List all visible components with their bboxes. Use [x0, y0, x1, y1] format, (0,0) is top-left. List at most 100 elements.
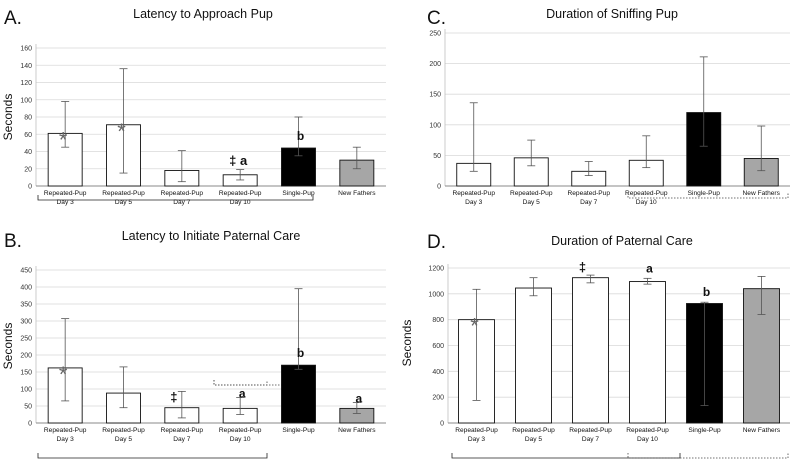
panel-a: A. Latency to Approach Pup 0 20 40 60 80 100 120…	[1, 7, 386, 386]
y-tick-label: 0	[28, 184, 32, 191]
significance-letter: b	[297, 346, 304, 360]
y-tick-label: 200	[429, 61, 441, 68]
y-tick-label: 0	[440, 421, 444, 428]
x-category-label: Day 10	[230, 436, 251, 443]
y-tick-label: 100	[429, 122, 441, 129]
y-tick-label: 250	[429, 31, 441, 38]
x-category-label: Day 7	[173, 436, 191, 443]
significance-dagger: ‡	[170, 390, 177, 405]
panel-title: Latency to Initiate Paternal Care	[122, 229, 301, 243]
y-tick-label: 0	[437, 184, 441, 191]
x-category-label: New Fathers	[338, 427, 376, 434]
group-bracket-solid	[37, 195, 314, 201]
x-category-label: Day 10	[230, 199, 251, 206]
x-category-label: Repeated-Pup	[161, 190, 204, 197]
significance-asterisk: *	[59, 362, 68, 387]
y-axis-label: Seconds	[400, 320, 414, 367]
y-tick-label: 0	[28, 421, 32, 428]
y-tick-label: 150	[429, 92, 441, 99]
x-category-label: Single-Pup	[282, 427, 315, 434]
significance-letter: b	[703, 285, 710, 299]
y-tick-label: 400	[432, 369, 444, 376]
x-category-label: Day 3	[57, 199, 75, 206]
y-tick-label: 400	[20, 285, 32, 292]
y-tick-label: 20	[24, 166, 32, 173]
x-category-label: Day 7	[582, 436, 600, 443]
y-axis-label: Seconds	[1, 323, 15, 370]
y-axis-label: Seconds	[1, 94, 15, 141]
y-tick-label: 1200	[428, 266, 444, 273]
x-category-label: Day 10	[636, 199, 657, 206]
y-tick-label: 250	[20, 336, 32, 343]
group-bracket-solid	[37, 453, 268, 459]
panel-title: Latency to Approach Pup	[133, 7, 273, 21]
x-category-label: Day 7	[580, 199, 598, 206]
group-bracket-dotted	[627, 453, 789, 459]
y-tick-label: 600	[432, 343, 444, 350]
y-tick-label: 450	[20, 268, 32, 275]
panel-c: C. Duration of Sniffing Pup 0 50 100 150 200 25…	[427, 7, 790, 206]
bar	[629, 281, 666, 424]
x-category-label: Repeated-Pup	[102, 427, 145, 434]
x-category-label: Day 5	[523, 199, 541, 206]
y-tick-label: 300	[20, 319, 32, 326]
y-tick-label: 50	[433, 153, 441, 160]
x-category-label: Single-Pup	[282, 190, 315, 197]
y-tick-label: 140	[20, 63, 32, 70]
significance-asterisk: *	[59, 127, 68, 152]
x-category-label: Repeated-Pup	[510, 190, 553, 197]
y-tick-label: 800	[432, 317, 444, 324]
significance-letter: a	[355, 391, 362, 405]
x-category-label: Repeated-Pup	[452, 190, 495, 197]
x-category-label: New Fathers	[743, 190, 781, 197]
x-category-label: Repeated-Pup	[102, 190, 145, 197]
x-category-label: Day 3	[57, 436, 75, 443]
bar	[743, 288, 780, 424]
x-category-label: New Fathers	[338, 190, 376, 197]
panel-title: Duration of Paternal Care	[551, 234, 693, 248]
x-category-label: Day 5	[525, 436, 543, 443]
x-category-label: Repeated-Pup	[625, 190, 668, 197]
y-tick-label: 150	[20, 370, 32, 377]
group-bracket-solid	[451, 453, 681, 459]
panel-letter: C.	[427, 8, 446, 29]
x-category-label: Day 3	[468, 436, 486, 443]
x-category-label: Day 7	[173, 199, 191, 206]
significance-letter: b	[297, 129, 304, 143]
x-category-label: Repeated-Pup	[44, 190, 87, 197]
x-category-label: Day 3	[465, 199, 483, 206]
y-tick-label: 160	[20, 46, 32, 53]
bar	[515, 287, 552, 424]
y-tick-label: 100	[20, 97, 32, 104]
significance-dagger: ‡	[579, 260, 586, 275]
bar	[281, 364, 316, 424]
panel-letter: A.	[4, 8, 22, 29]
y-tick-label: 200	[20, 353, 32, 360]
significance-letter: a	[646, 261, 653, 275]
y-tick-label: 100	[20, 387, 32, 394]
x-category-label: Day 5	[115, 199, 133, 206]
bar	[572, 277, 609, 424]
panel-letter: D.	[427, 232, 446, 253]
x-category-label: Repeated-Pup	[219, 190, 262, 197]
x-category-label: Repeated-Pup	[161, 427, 204, 434]
y-tick-label: 1000	[428, 291, 444, 298]
x-category-label: Single-Pup	[688, 190, 721, 197]
panel-b: B. Latency to Initiate Paternal Care 0 50 10…	[1, 229, 386, 459]
panel-d: D. Duration of Paternal Care 0 200 400 600 800…	[400, 232, 790, 459]
significance-asterisk: *	[117, 119, 126, 144]
x-category-label: Repeated-Pup	[569, 427, 612, 434]
significance-marker: ‡ a	[229, 153, 248, 168]
group-bracket-dotted	[213, 380, 268, 386]
x-category-label: Single-Pup	[688, 427, 721, 434]
x-category-label: Repeated-Pup	[626, 427, 669, 434]
y-tick-label: 350	[20, 302, 32, 309]
y-tick-label: 120	[20, 80, 32, 87]
y-tick-label: 40	[24, 149, 32, 156]
significance-letter: a	[239, 387, 246, 401]
x-category-label: Repeated-Pup	[512, 427, 555, 434]
y-tick-label: 50	[24, 404, 32, 411]
y-tick-label: 200	[432, 395, 444, 402]
x-category-label: Repeated-Pup	[44, 427, 87, 434]
